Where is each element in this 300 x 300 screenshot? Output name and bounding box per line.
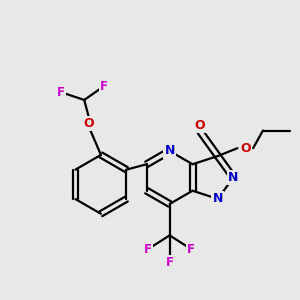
- Text: O: O: [240, 142, 250, 155]
- Text: O: O: [195, 119, 206, 132]
- Text: N: N: [228, 171, 239, 184]
- Text: O: O: [84, 117, 94, 130]
- Text: F: F: [57, 85, 65, 99]
- Text: F: F: [144, 243, 152, 256]
- Text: N: N: [213, 192, 223, 206]
- Text: N: N: [164, 145, 175, 158]
- Text: F: F: [166, 256, 174, 269]
- Text: F: F: [100, 80, 108, 93]
- Text: F: F: [187, 243, 195, 256]
